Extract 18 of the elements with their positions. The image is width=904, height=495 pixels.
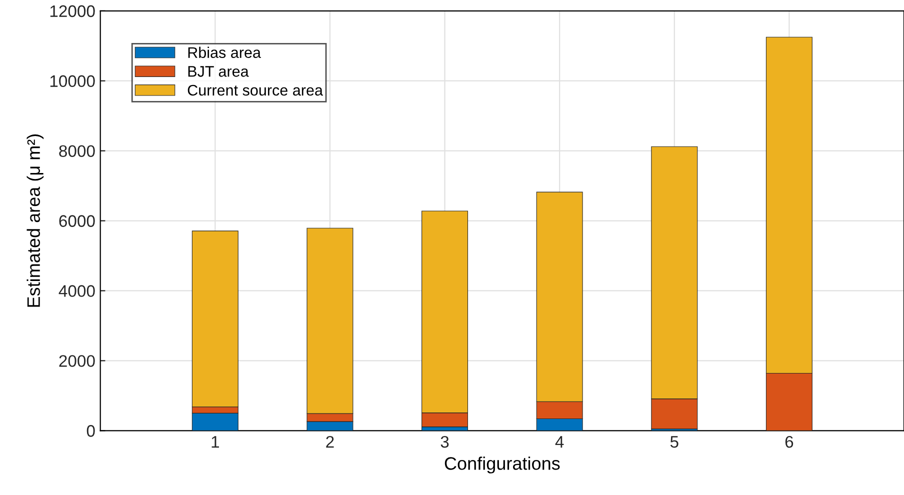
x-tick-label: 2 [326,436,334,448]
y-tick-label: 2000 [59,355,95,367]
x-tick-label: 4 [555,436,564,448]
y-tick-label: 8000 [59,145,95,158]
y-tick-label: 12000 [50,5,95,18]
x-tick-label: 3 [440,436,449,448]
x-tick-label: 6 [785,436,794,448]
y-tick-label: 0 [86,425,95,437]
y-tick-label: 10000 [50,75,95,88]
y-tick-label: 4000 [58,285,95,297]
legend-label: Rbias area [188,46,261,58]
y-axis-title: Estimated area (μ m²) [26,134,44,307]
x-tick-label: 1 [212,436,219,448]
x-tick-label: 5 [670,436,678,448]
y-tick-label: 6000 [59,215,95,227]
legend-label: Current source area [188,84,323,96]
legend-label: BJT area [188,66,249,77]
x-axis-title: Configurations [444,456,560,474]
